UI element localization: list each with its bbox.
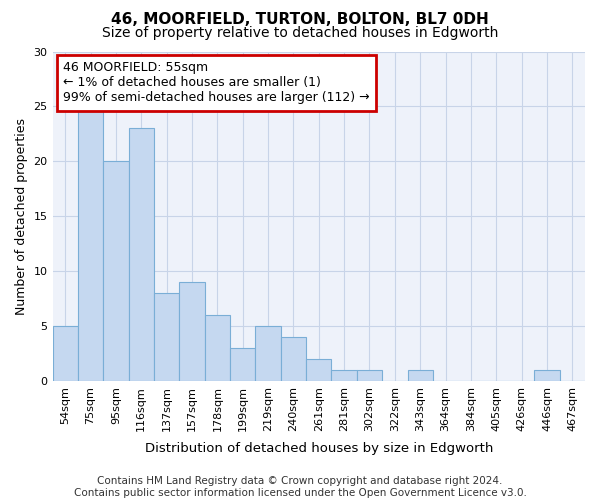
- Bar: [179, 282, 205, 381]
- Bar: [331, 370, 357, 381]
- Text: 46 MOORFIELD: 55sqm
← 1% of detached houses are smaller (1)
99% of semi-detached: 46 MOORFIELD: 55sqm ← 1% of detached hou…: [63, 62, 370, 104]
- Bar: [534, 370, 560, 381]
- Bar: [357, 370, 382, 381]
- Bar: [407, 370, 433, 381]
- Bar: [53, 326, 78, 381]
- Text: Size of property relative to detached houses in Edgworth: Size of property relative to detached ho…: [102, 26, 498, 40]
- Bar: [230, 348, 256, 381]
- Bar: [256, 326, 281, 381]
- Bar: [205, 315, 230, 381]
- X-axis label: Distribution of detached houses by size in Edgworth: Distribution of detached houses by size …: [145, 442, 493, 455]
- Bar: [281, 337, 306, 381]
- Bar: [128, 128, 154, 381]
- Text: Contains HM Land Registry data © Crown copyright and database right 2024.
Contai: Contains HM Land Registry data © Crown c…: [74, 476, 526, 498]
- Bar: [306, 359, 331, 381]
- Y-axis label: Number of detached properties: Number of detached properties: [15, 118, 28, 315]
- Bar: [103, 162, 128, 381]
- Text: 46, MOORFIELD, TURTON, BOLTON, BL7 0DH: 46, MOORFIELD, TURTON, BOLTON, BL7 0DH: [111, 12, 489, 28]
- Bar: [154, 293, 179, 381]
- Bar: [78, 106, 103, 381]
